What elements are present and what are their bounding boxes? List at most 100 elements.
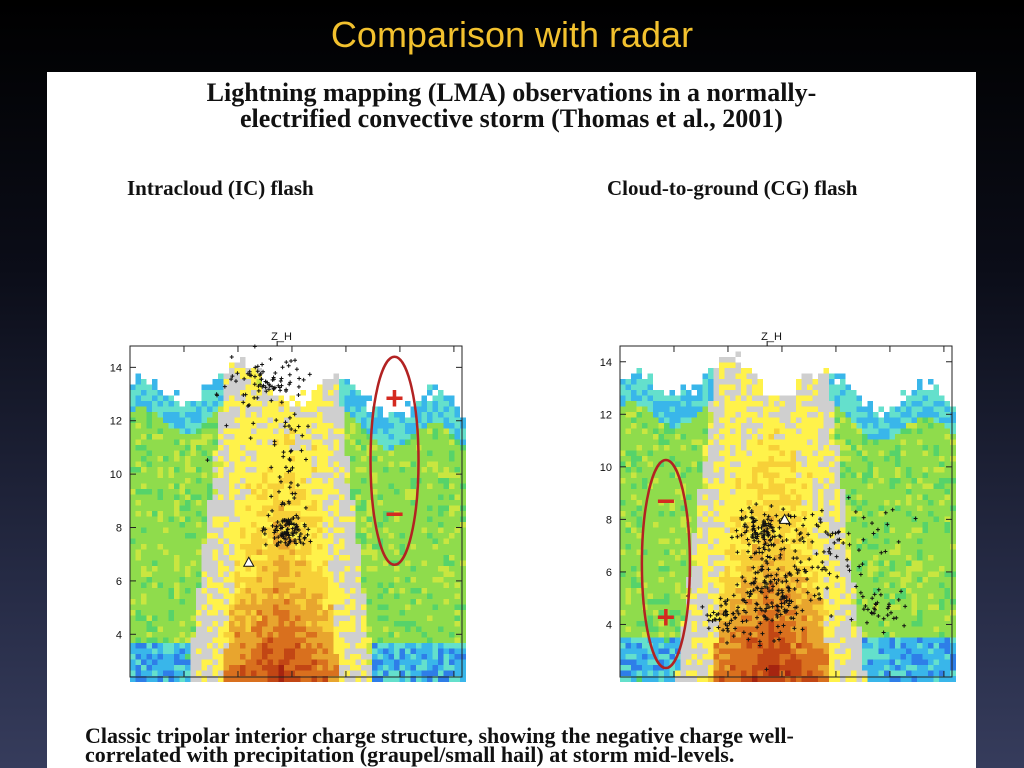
lightning-source-point: [255, 369, 260, 374]
lightning-source-point: [262, 531, 267, 536]
lightning-source-point: [273, 528, 278, 533]
lightning-source-point: [794, 556, 799, 561]
lightning-source-point: [283, 465, 288, 470]
lightning-source-point: [279, 376, 284, 381]
lightning-source-point: [308, 539, 313, 544]
lightning-source-point: [764, 667, 769, 672]
y-tick-label: 14: [110, 362, 122, 374]
lightning-source-point: [718, 596, 723, 601]
lightning-source-point: [780, 579, 785, 584]
lightning-source-point: [890, 507, 895, 512]
lightning-source-point: [719, 603, 724, 608]
lightning-source-point: [828, 533, 833, 538]
lightning-source-point: [742, 524, 747, 529]
lightning-source-point: [731, 611, 736, 616]
lightning-source-point: [750, 534, 755, 539]
lightning-source-point: [794, 528, 799, 533]
lightning-source-point: [765, 554, 770, 559]
lightning-source-point: [758, 621, 763, 626]
lightning-source-point: [822, 565, 827, 570]
lightning-source-point: [776, 567, 781, 572]
lightning-source-point: [805, 577, 810, 582]
ic-flash-title: Intracloud (IC) flash: [127, 176, 314, 200]
lightning-source-point: [723, 610, 728, 615]
lightning-source-point: [766, 567, 771, 572]
lightning-source-point: [272, 530, 277, 535]
lightning-source-point: [733, 626, 738, 631]
lightning-source-point: [300, 433, 305, 438]
lightning-source-point: [763, 521, 768, 526]
lightning-source-point: [896, 539, 901, 544]
lightning-source-point: [283, 537, 288, 542]
lightning-source-point: [272, 442, 277, 447]
lightning-source-point: [735, 582, 740, 587]
lightning-source-point: [830, 531, 835, 536]
caption-line1: Classic tripolar interior charge structu…: [85, 723, 794, 748]
lightning-source-point: [764, 582, 769, 587]
lightning-source-point: [753, 570, 758, 575]
y-tick-label: 14: [600, 357, 612, 369]
lightning-source-point: [784, 579, 789, 584]
lightning-source-point: [739, 508, 744, 513]
lightning-source-point: [270, 508, 275, 513]
lightning-source-point: [847, 542, 852, 547]
y-tick-label: 6: [116, 576, 122, 588]
lightning-source-point: [786, 588, 791, 593]
lightning-source-point: [723, 613, 728, 618]
lightning-source-point: [767, 548, 772, 553]
lightning-source-point: [913, 516, 918, 521]
lightning-source-point: [205, 458, 210, 463]
lightning-source-point: [298, 532, 303, 537]
lightning-source-point: [846, 531, 851, 536]
lightning-source-point: [258, 382, 263, 387]
lightning-source-point: [807, 557, 812, 562]
lightning-source-point: [769, 503, 774, 508]
lightning-source-point: [269, 398, 274, 403]
lightning-source-point: [742, 530, 747, 535]
lightning-source-point: [255, 395, 260, 400]
lightning-source-point: [808, 598, 813, 603]
lightning-source-point: [272, 535, 277, 540]
y-tick-label: 10: [110, 469, 122, 481]
lightning-source-point: [903, 604, 908, 609]
lightning-source-point: [289, 480, 294, 485]
lightning-source-point: [293, 538, 298, 543]
lightning-source-point: [775, 624, 780, 629]
lightning-source-point: [275, 520, 280, 525]
lightning-source-point: [751, 520, 756, 525]
lightning-source-point: [887, 602, 892, 607]
lightning-source-point: [889, 610, 894, 615]
lightning-source-point: [740, 619, 745, 624]
lightning-source-point: [885, 522, 890, 527]
lightning-source-point: [270, 523, 275, 528]
lightning-source-point: [743, 522, 748, 527]
lightning-source-point: [286, 469, 291, 474]
lightning-source-point: [252, 344, 257, 349]
lightning-source-point: [752, 538, 757, 543]
lightning-source-point: [792, 514, 797, 519]
lightning-source-point: [736, 611, 741, 616]
lightning-source-point: [791, 539, 796, 544]
lightning-source-point: [296, 424, 301, 429]
lightning-source-point: [788, 514, 793, 519]
lightning-source-point: [870, 596, 875, 601]
lightning-source-point: [275, 543, 280, 548]
lightning-source-point: [745, 525, 750, 530]
lightning-source-point: [780, 539, 785, 544]
lightning-source-point: [272, 385, 277, 390]
plot-frame: [129, 345, 463, 678]
lightning-sources: [685, 495, 918, 672]
lightning-source-point: [823, 529, 828, 534]
lightning-source-point: [865, 607, 870, 612]
lightning-source-point: [856, 548, 861, 553]
lightning-source-point: [820, 560, 825, 565]
lightning-source-point: [823, 567, 828, 572]
lightning-source-point: [878, 592, 883, 597]
lightning-source-point: [276, 489, 281, 494]
lightning-source-point: [873, 601, 878, 606]
lightning-source-point: [241, 392, 246, 397]
lightning-source-point: [759, 586, 764, 591]
lightning-source-point: [283, 540, 288, 545]
lightning-source-point: [768, 538, 773, 543]
lightning-source-point: [792, 587, 797, 592]
